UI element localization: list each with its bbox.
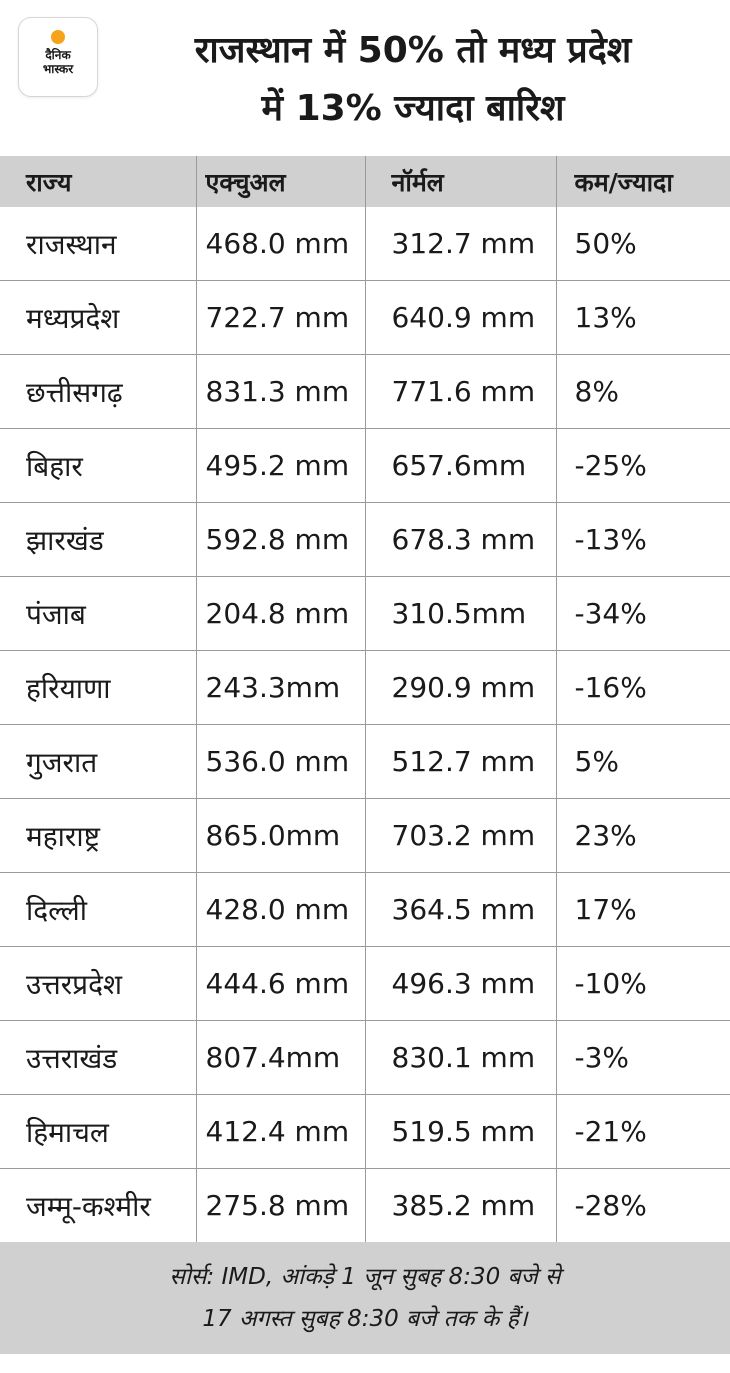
state-cell: जम्मू-कश्मीर	[0, 1168, 196, 1242]
state-cell: राजस्थान	[26, 227, 117, 261]
actual-cell: 243.3mm	[195, 650, 365, 725]
actual-cell: 831.3 mm	[195, 354, 365, 429]
actual-cell: 275.8 mm	[195, 1168, 365, 1242]
difference-cell: 8%	[555, 354, 730, 429]
column-header-actual: एक्चुअल	[195, 156, 365, 207]
logo-line-2: भास्कर	[42, 62, 74, 76]
actual-cell: 592.8 mm	[195, 502, 365, 577]
actual-cell: 536.0 mm	[195, 724, 365, 799]
table-row: हरियाणा 243.3mm 290.9 mm -16%	[0, 650, 730, 725]
state-cell: गुजरात	[0, 724, 196, 799]
actual-cell: 807.4mm	[195, 1020, 365, 1095]
dainik-bhaskar-logo: दैनिक भास्कर	[19, 18, 97, 96]
state-cell: झारखंड	[0, 502, 196, 577]
state-cell: पंजाब	[0, 576, 196, 651]
table-row: उत्तराखंड 807.4mm 830.1 mm -3%	[0, 1020, 730, 1095]
column-header-difference: कम/ज्यादा	[555, 156, 730, 207]
difference-cell: -25%	[555, 428, 730, 503]
table-row: महाराष्ट्र 865.0mm 703.2 mm 23%	[0, 798, 730, 873]
source-note: सोर्स: IMD, आंकड़े 1 जून सुबह 8:30 बजे स…	[0, 1242, 730, 1354]
table-row: हिमाचल 412.4 mm 519.5 mm -21%	[0, 1094, 730, 1169]
difference-cell: -16%	[555, 650, 730, 725]
difference-cell: 50%	[555, 207, 730, 281]
normal-cell: 496.3 mm	[364, 946, 556, 1021]
headline-line-1: राजस्थान में 50% तो मध्य प्रदेश	[194, 30, 632, 71]
state-cell: महाराष्ट्र	[0, 798, 196, 873]
table-row: राजस्थान 468.0 mm 312.7 mm 50%	[0, 207, 730, 281]
table-header-row: राज्य एक्चुअल नॉर्मल कम/ज्यादा	[0, 156, 730, 207]
difference-cell: -34%	[555, 576, 730, 651]
difference-cell: -3%	[555, 1020, 730, 1095]
normal-cell: 385.2 mm	[364, 1168, 556, 1242]
actual-cell: 204.8 mm	[195, 576, 365, 651]
actual-cell: 468.0 mm	[195, 207, 365, 281]
rainfall-table: राज्य एक्चुअल नॉर्मल कम/ज्यादा राजस्थान …	[0, 156, 730, 1242]
difference-cell: 17%	[555, 872, 730, 947]
normal-cell: 771.6 mm	[364, 354, 556, 429]
normal-cell: 364.5 mm	[364, 872, 556, 947]
table-row: मध्यप्रदेश 722.7 mm 640.9 mm 13%	[0, 280, 730, 355]
difference-cell: 13%	[555, 280, 730, 355]
header: दैनिक भास्कर राजस्थान में 50% तो मध्य प्…	[0, 0, 730, 156]
state-cell: उत्तरप्रदेश	[0, 946, 196, 1021]
table-row: पंजाब 204.8 mm 310.5mm -34%	[0, 576, 730, 651]
difference-cell: 5%	[555, 724, 730, 799]
table-row: छत्तीसगढ़ 831.3 mm 771.6 mm 8%	[0, 354, 730, 429]
logo-wordmark: दैनिक भास्कर	[19, 48, 97, 76]
normal-cell: 519.5 mm	[364, 1094, 556, 1169]
actual-cell: 865.0mm	[195, 798, 365, 873]
difference-cell: 23%	[555, 798, 730, 873]
state-cell: बिहार	[0, 428, 196, 503]
normal-cell: 312.7 mm	[364, 207, 556, 281]
table-row: गुजरात 536.0 mm 512.7 mm 5%	[0, 724, 730, 799]
table-row: झारखंड 592.8 mm 678.3 mm -13%	[0, 502, 730, 577]
difference-cell: -10%	[555, 946, 730, 1021]
column-header-normal: नॉर्मल	[364, 156, 556, 207]
table-row: दिल्ली 428.0 mm 364.5 mm 17%	[0, 872, 730, 947]
source-note-line-1: सोर्स: IMD, आंकड़े 1 जून सुबह 8:30 बजे स…	[169, 1264, 561, 1290]
normal-cell: 678.3 mm	[364, 502, 556, 577]
normal-cell: 290.9 mm	[364, 650, 556, 725]
normal-cell: 830.1 mm	[364, 1020, 556, 1095]
table-row: जम्मू-कश्मीर 275.8 mm 385.2 mm -28%	[0, 1168, 730, 1242]
normal-cell: 640.9 mm	[364, 280, 556, 355]
normal-cell: 310.5mm	[364, 576, 556, 651]
actual-cell: 412.4 mm	[195, 1094, 365, 1169]
logo-line-1: दैनिक	[45, 48, 71, 62]
table-row: उत्तरप्रदेश 444.6 mm 496.3 mm -10%	[0, 946, 730, 1021]
column-header-state: राज्य	[0, 156, 196, 207]
headline-line-2: में 13% ज्यादा बारिश	[261, 88, 565, 129]
normal-cell: 703.2 mm	[364, 798, 556, 873]
state-cell: हिमाचल	[0, 1094, 196, 1169]
difference-cell: -28%	[555, 1168, 730, 1242]
normal-cell: 512.7 mm	[364, 724, 556, 799]
state-cell: छत्तीसगढ़	[0, 354, 196, 429]
state-cell: मध्यप्रदेश	[0, 280, 196, 355]
actual-cell: 722.7 mm	[195, 280, 365, 355]
actual-cell: 428.0 mm	[195, 872, 365, 947]
state-cell: दिल्ली	[0, 872, 196, 947]
sun-dot-icon	[51, 30, 65, 44]
source-note-line-2: 17 अगस्त सुबह 8:30 बजे तक के हैं।	[202, 1306, 528, 1332]
state-cell: हरियाणा	[0, 650, 196, 725]
actual-cell: 444.6 mm	[195, 946, 365, 1021]
difference-cell: -21%	[555, 1094, 730, 1169]
headline: राजस्थान में 50% तो मध्य प्रदेश में 13% …	[108, 22, 718, 138]
table-row: बिहार 495.2 mm 657.6mm -25%	[0, 428, 730, 503]
difference-cell: -13%	[555, 502, 730, 577]
actual-cell: 495.2 mm	[195, 428, 365, 503]
state-cell: उत्तराखंड	[0, 1020, 196, 1095]
normal-cell: 657.6mm	[364, 428, 556, 503]
